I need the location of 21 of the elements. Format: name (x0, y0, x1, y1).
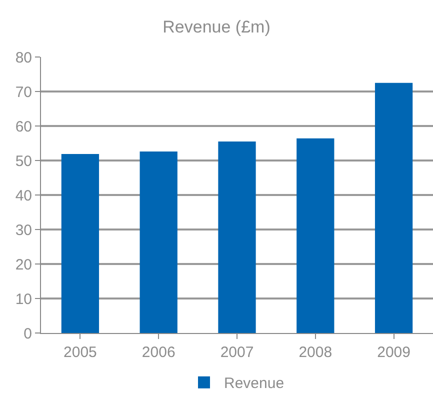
y-tick-label: 70 (15, 84, 32, 101)
bar (140, 152, 178, 333)
y-tick-label: 80 (15, 49, 32, 66)
x-tick-label: 2006 (142, 344, 176, 361)
y-tick-label: 60 (15, 118, 32, 136)
chart-title: Revenue (£m) (162, 17, 270, 36)
y-tick-label: 0 (24, 325, 32, 342)
x-tick-label: 2007 (220, 344, 254, 361)
x-tick-label: 2008 (298, 344, 332, 361)
x-tick-label: 2009 (377, 344, 410, 361)
bar (296, 138, 334, 333)
x-tick-label: 2005 (64, 344, 97, 361)
y-tick-label: 10 (15, 290, 32, 308)
y-tick-label: 30 (15, 222, 32, 239)
bar (218, 142, 256, 333)
y-tick-label: 40 (15, 187, 32, 204)
bar (61, 154, 100, 333)
y-tick-label: 20 (15, 256, 32, 274)
bar (374, 82, 413, 333)
y-tick-label: 50 (15, 152, 32, 170)
legend-label: Revenue (224, 375, 284, 392)
